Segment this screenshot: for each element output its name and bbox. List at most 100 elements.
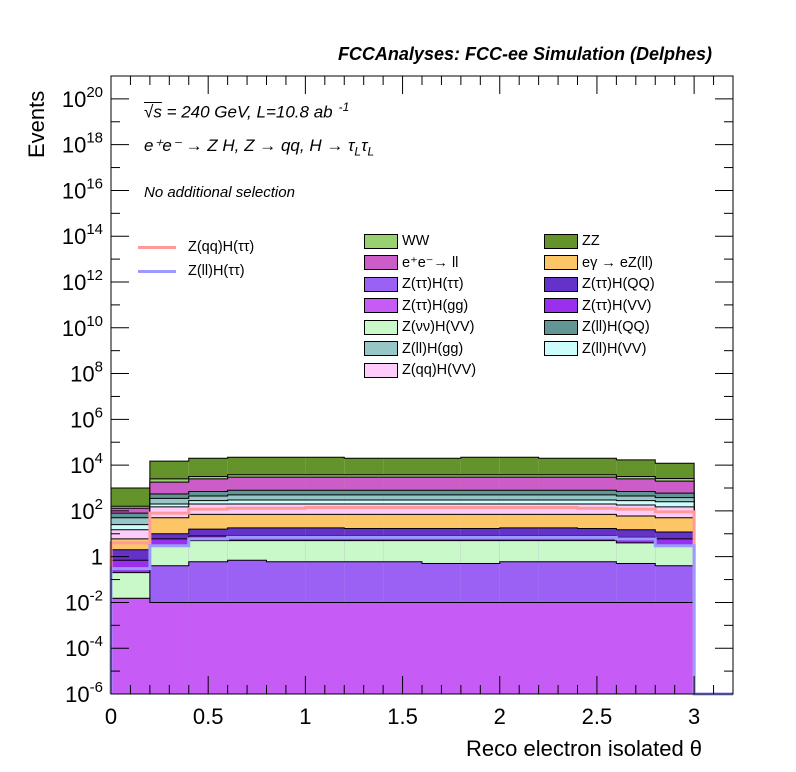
legend-line-swatch [138, 269, 176, 273]
legend-label: Z(ττ)H(QQ) [582, 276, 655, 292]
legend-swatch [364, 298, 398, 313]
outline-zll_hgg [110, 494, 695, 694]
legend-label: Z(ττ)H(VV) [582, 297, 652, 314]
x-tick-label: 2.5 [582, 704, 613, 729]
y-tick-label: 1020 [62, 84, 103, 112]
selection-label: No additional selection [144, 184, 295, 201]
legend-label: Z(ττ)H(ττ) [402, 276, 464, 292]
process-subscript-1: L [354, 144, 362, 159]
legend-entry-ztautau_htautau: Z(ττ)H(ττ) [364, 275, 464, 293]
outline-egamma_ezll [110, 513, 695, 694]
legend-entry-ee_ll: e⁺e⁻→ ll [364, 254, 458, 272]
bar-ztautau_hgg-10 [499, 602, 539, 694]
y-tick-label: 108 [70, 359, 103, 387]
outline-ww [110, 474, 695, 694]
legend-label: Z(ll)H(QQ) [582, 319, 650, 335]
line-zll_htautau_line [109, 535, 733, 696]
legend-entry-zll_hqq: Z(ll)H(QQ) [544, 318, 650, 336]
outline-ee_ll [110, 476, 695, 694]
y-tick-label: 1014 [62, 221, 103, 249]
outline-ztautau_htautau [110, 559, 695, 694]
process-text: e⁺e⁻ → Z H, Z → qq, H → τ [144, 136, 355, 155]
legend-label: e⁺e⁻→ ll [402, 254, 459, 271]
legend-swatch [544, 298, 578, 313]
legend-swatch [364, 362, 398, 378]
line-zqq_htautau_line [109, 506, 733, 696]
legend-line-zll_htautau_line: Z(ll)H(ττ) [138, 262, 245, 280]
y-tick-label: 102 [70, 496, 103, 524]
legend-label: Z(qq)H(VV) [402, 362, 477, 378]
bar-ztautau_hgg-1 [149, 602, 189, 694]
legend-line-label: Z(ll)H(ττ) [188, 263, 245, 279]
bar-ztautau_hgg-11 [538, 602, 578, 694]
x-tick-label: 1.5 [387, 704, 418, 729]
y-tick-label: 1016 [62, 175, 103, 203]
process-subscript-2: L [367, 144, 375, 159]
legend-swatch [544, 276, 578, 292]
y-tick-label: 10-4 [65, 633, 103, 661]
y-tick-label: 104 [70, 450, 103, 478]
legend-label: Z(ττ)H(gg) [402, 297, 469, 314]
bar-ztautau_hgg-14 [655, 602, 695, 694]
chart-title: FCCAnalyses: FCC-ee Simulation (Delphes) [337, 44, 712, 64]
legend-swatch [544, 255, 578, 270]
y-tick-label: 106 [70, 404, 103, 432]
legend-entry-zll_hgg: Z(ll)H(gg) [364, 340, 463, 358]
legend-entry-zll_hvv: Z(ll)H(VV) [544, 340, 646, 358]
legend-label: ZZ [582, 233, 600, 249]
bar-ztautau_hgg-9 [460, 602, 500, 694]
outline-zll_hqq [110, 489, 695, 694]
legend-line-swatch [138, 245, 176, 249]
legend-swatch [364, 276, 398, 292]
y-tick-label: 1 [91, 545, 103, 570]
legend-swatch [364, 319, 398, 335]
bar-ztautau_hgg-0 [111, 598, 150, 694]
legend-swatch [364, 341, 398, 356]
legend-label: eγ → eZ(ll) [582, 254, 653, 271]
legend-swatch [364, 255, 398, 270]
lumi-exponent-label: -1 [338, 100, 350, 114]
process-tau-2: τ [361, 136, 368, 155]
legend-entry-ztautau_hgg: Z(ττ)H(gg) [364, 297, 468, 315]
legend-swatch [544, 319, 578, 335]
energy-lumi-label: √s = 240 GeV, L=10.8 ab -1 [144, 100, 349, 123]
outline-zll_hvv [110, 499, 695, 694]
outline-ztautau_hqq [110, 527, 695, 694]
outline-zz [110, 456, 695, 694]
bar-ztautau_hgg-13 [616, 602, 656, 694]
y-axis-title: Events [24, 90, 49, 158]
legend-entry-ztautau_hqq: Z(ττ)H(QQ) [544, 275, 655, 293]
legend-label: Z(ll)H(VV) [582, 340, 647, 357]
bar-ztautau_hgg-6 [344, 602, 384, 694]
legend-label: Z(ll)H(gg) [402, 340, 464, 357]
legend-entry-ztautau_hvv: Z(ττ)H(VV) [544, 297, 651, 315]
legend-swatch [544, 233, 578, 249]
bar-ztautau_hgg-3 [227, 602, 267, 694]
x-axis-title: Reco electron isolated θ [466, 736, 703, 761]
x-tick-label: 2 [494, 704, 506, 729]
legend-label: WW [402, 233, 430, 249]
y-tick-label: 1010 [62, 313, 103, 341]
y-tick-label: 1012 [62, 267, 103, 295]
legend-swatch [364, 233, 398, 249]
y-tick-label: 10-2 [65, 587, 103, 615]
legend-swatch [544, 341, 578, 356]
y-tick-label: 1018 [62, 130, 103, 158]
sqrt-s-label: √s [144, 102, 162, 122]
legend-label: Z(νν)H(VV) [402, 319, 475, 335]
legend-entry-znunu_hvv: Z(νν)H(VV) [364, 318, 475, 336]
legend-entry-zqq_hvv: Z(qq)H(VV) [364, 361, 476, 379]
legend-entry-egamma_ezll: eγ → eZ(ll) [544, 254, 653, 272]
y-tick-label: 10-6 [65, 679, 103, 707]
energy-value-label: = 240 GeV, L=10.8 ab [161, 102, 333, 122]
x-tick-label: 0.5 [193, 704, 224, 729]
process-label: e⁺e⁻ → Z H, Z → qq, H → τLτL [144, 136, 374, 158]
legend-line-label: Z(qq)H(ττ) [188, 239, 255, 255]
legend-entry-ww: WW [364, 232, 429, 250]
legend-line-zqq_htautau_line: Z(qq)H(ττ) [138, 238, 254, 256]
x-tick-label: 1 [299, 704, 311, 729]
bar-ztautau_hgg-5 [305, 602, 345, 694]
outline-ztautau_hgg [110, 597, 695, 694]
bar-ztautau_hgg-8 [422, 602, 461, 694]
